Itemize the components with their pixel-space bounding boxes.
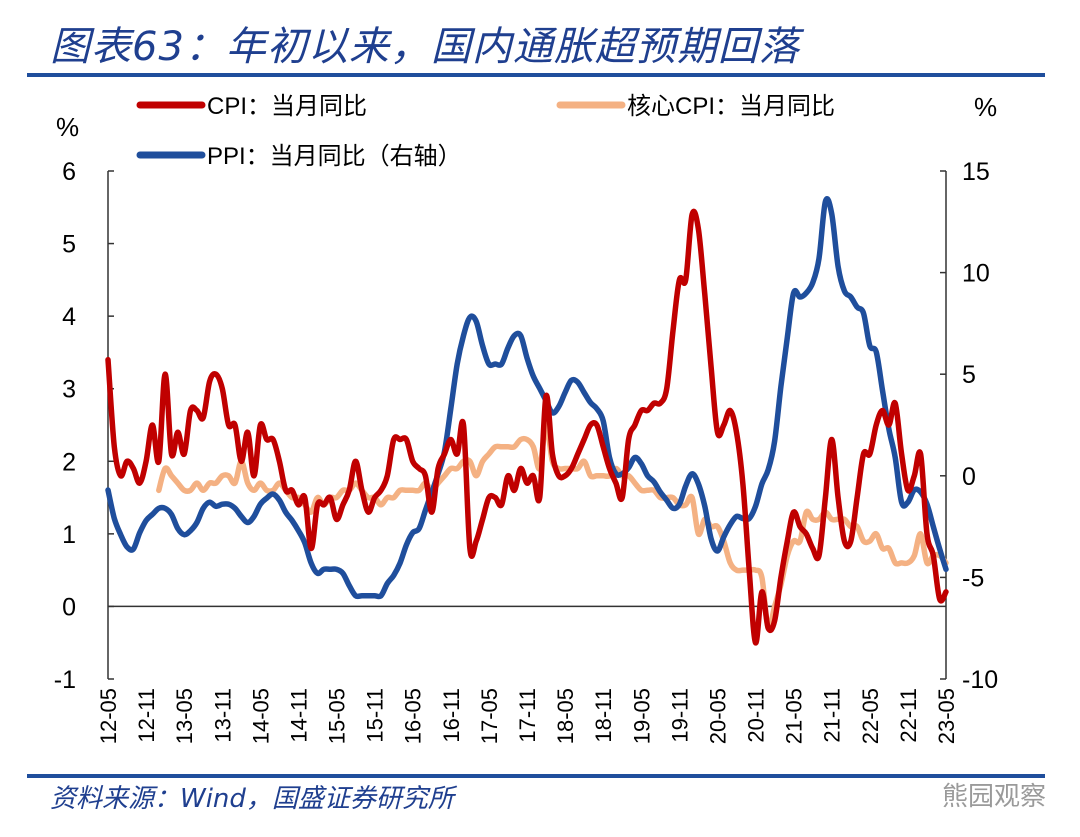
x-tick-label: 23-05 [934,688,959,744]
x-tick-label: 20-05 [705,688,730,744]
x-tick-label: 14-11 [286,688,311,743]
legend-label-ppi: PPI：当月同比（右轴） [207,143,462,170]
x-tick-label: 18-11 [591,688,616,743]
right-tick-label: 5 [962,361,976,389]
right-tick-label: 0 [962,463,976,491]
x-tick-label: 21-11 [820,688,845,743]
x-tick-label: 20-11 [744,688,769,743]
x-tick-label: 19-11 [667,688,692,743]
x-tick-label: 22-11 [896,688,921,743]
left-tick-label: 4 [62,303,76,331]
x-tick-label: 13-11 [210,688,235,743]
x-tick-label: 13-05 [172,688,197,744]
x-tick-label: 16-05 [401,688,426,744]
x-tick-label: 16-11 [439,688,464,743]
x-tick-label: 19-05 [629,688,654,744]
left-tick-label: 5 [62,231,76,259]
watermark-logo: 熊园观察 [941,782,1046,812]
legend-label-cpi: CPI：当月同比 [207,93,367,120]
x-tick-label: 12-05 [96,688,121,744]
cpi-series-line [105,208,949,646]
left-unit-label: % [56,112,79,142]
left-tick-label: 2 [62,448,76,476]
x-tick-label: 17-05 [477,688,502,744]
legend-label-core-cpi: 核心CPI：当月同比 [627,93,835,120]
x-tick-label: 14-05 [248,688,273,744]
ppi-series-line [105,195,949,600]
x-tick-label: 22-05 [858,688,883,744]
x-tick-label: 21-05 [782,688,807,744]
chart-title: 图表63：年初以来，国内通胀超预期回落 [50,24,800,70]
right-tick-label: -10 [962,666,998,694]
x-tick-label: 12-11 [134,688,159,743]
right-unit-label: % [974,92,997,122]
x-tick-label: 15-11 [363,688,388,743]
left-tick-label: 0 [62,593,76,621]
x-tick-label: 18-05 [553,688,578,744]
left-tick-label: 1 [62,521,76,549]
right-tick-label: 15 [962,158,990,186]
x-tick-label: 15-05 [325,688,350,744]
title-rule [27,73,1045,77]
right-tick-label: -5 [962,564,984,592]
x-tick-label: 17-11 [515,688,540,743]
source-note: 资料来源：Wind，国盛证券研究所 [50,784,454,814]
left-tick-label: -1 [54,666,76,694]
right-tick-label: 10 [962,260,990,288]
left-tick-label: 3 [62,376,76,404]
footer-rule [27,774,1045,778]
left-tick-label: 6 [62,158,76,186]
